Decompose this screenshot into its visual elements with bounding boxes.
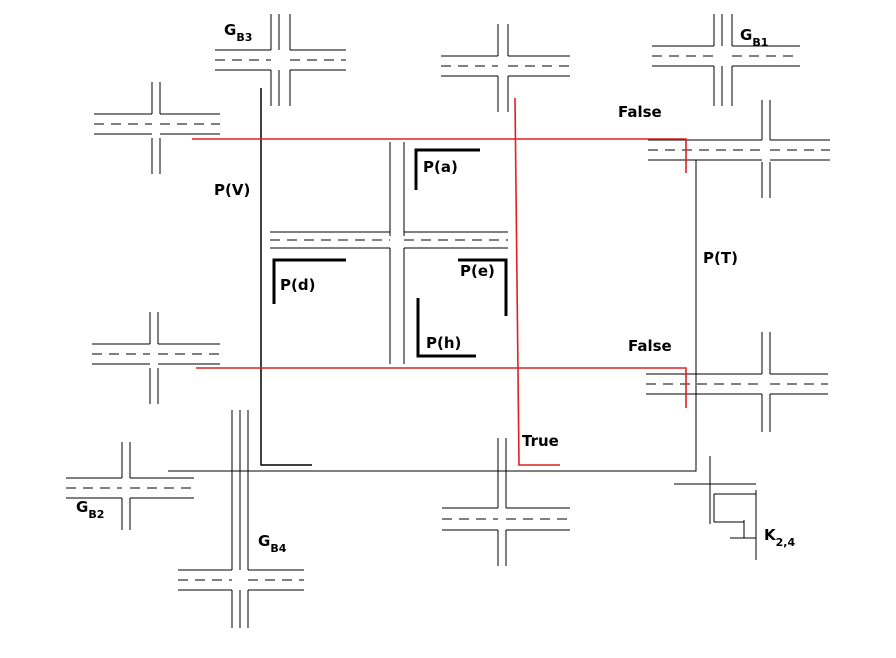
intersection-bottom-center xyxy=(442,438,570,566)
intersection-gb4 xyxy=(178,410,304,628)
label-ph: P(h) xyxy=(426,334,461,352)
intersection-k24 xyxy=(674,456,757,560)
corner-marker-ph xyxy=(416,298,476,358)
intersection-top-center xyxy=(441,24,570,112)
label-pe: P(e) xyxy=(460,262,495,280)
label-k24: K2,4 xyxy=(764,526,795,549)
label-false-mid: False xyxy=(628,337,672,355)
label-false-top: False xyxy=(618,103,662,121)
label-gb3: GB3 xyxy=(224,21,252,44)
outer-boundary xyxy=(168,160,697,472)
intersection-center xyxy=(270,142,508,364)
label-pt: P(T) xyxy=(703,249,738,267)
intersection-gb2 xyxy=(66,442,194,530)
intersection-gb3 xyxy=(215,14,346,106)
label-gb2: GB2 xyxy=(76,498,104,521)
intersection-gb1 xyxy=(652,14,800,106)
label-pv: P(V) xyxy=(214,181,250,199)
corner-marker-pd xyxy=(272,258,346,304)
corner-marker-pa xyxy=(414,148,480,190)
path-pv-line xyxy=(260,88,312,466)
intersection-left-upper xyxy=(94,82,220,174)
label-pd: P(d) xyxy=(280,276,315,294)
label-gb4: GB4 xyxy=(258,532,287,555)
red-path-vertical xyxy=(514,97,560,466)
red-path-middle xyxy=(196,367,687,408)
label-true: True xyxy=(522,432,559,450)
corner-marker-pe xyxy=(458,258,508,316)
label-gb1: GB1 xyxy=(740,26,768,49)
intersection-right-upper xyxy=(648,100,830,198)
label-pa: P(a) xyxy=(423,158,458,176)
red-path-top xyxy=(192,138,687,173)
intersection-left-lower xyxy=(92,312,220,404)
intersection-right-lower xyxy=(646,332,828,432)
